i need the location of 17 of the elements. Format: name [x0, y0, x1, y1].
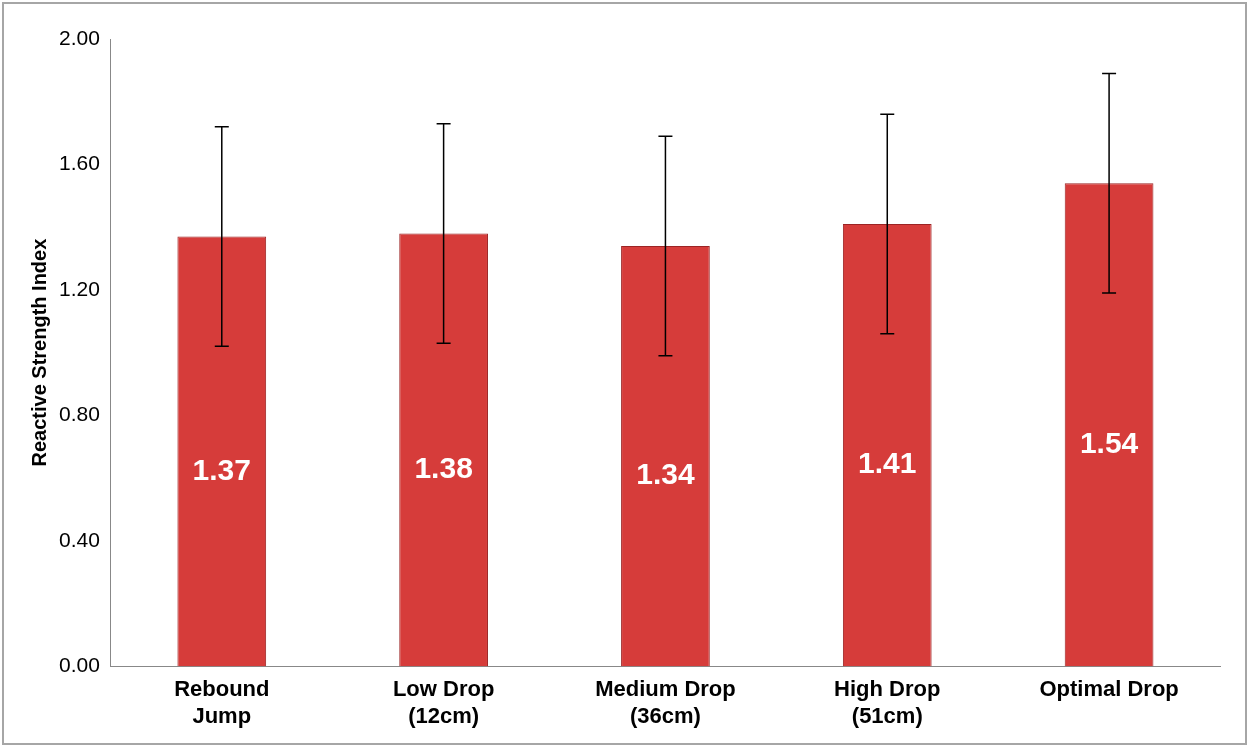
x-tick-label: Medium Drop (36cm)	[595, 676, 736, 728]
y-tick-label: 1.20	[59, 276, 100, 300]
y-tick-label: 1.60	[59, 151, 100, 175]
y-axis-title: Reactive Strength Index	[27, 238, 50, 467]
data-label: 1.34	[636, 457, 695, 491]
y-tick-label: 0.40	[59, 527, 100, 551]
x-tick-label: High Drop (51cm)	[834, 676, 941, 728]
y-tick-label: 0.80	[59, 402, 100, 426]
x-tick-label: Optimal Drop	[1039, 676, 1179, 702]
x-tick-label: Low Drop (12cm)	[392, 676, 495, 728]
y-tick-label: 2.00	[59, 25, 100, 49]
data-label: 1.37	[192, 452, 251, 486]
data-label: 1.41	[858, 446, 917, 480]
y-tick-label: 0.00	[59, 653, 100, 676]
data-label: 1.38	[414, 451, 473, 485]
data-label: 1.54	[1079, 425, 1139, 459]
x-tick-label: Rebound Jump	[174, 676, 270, 728]
